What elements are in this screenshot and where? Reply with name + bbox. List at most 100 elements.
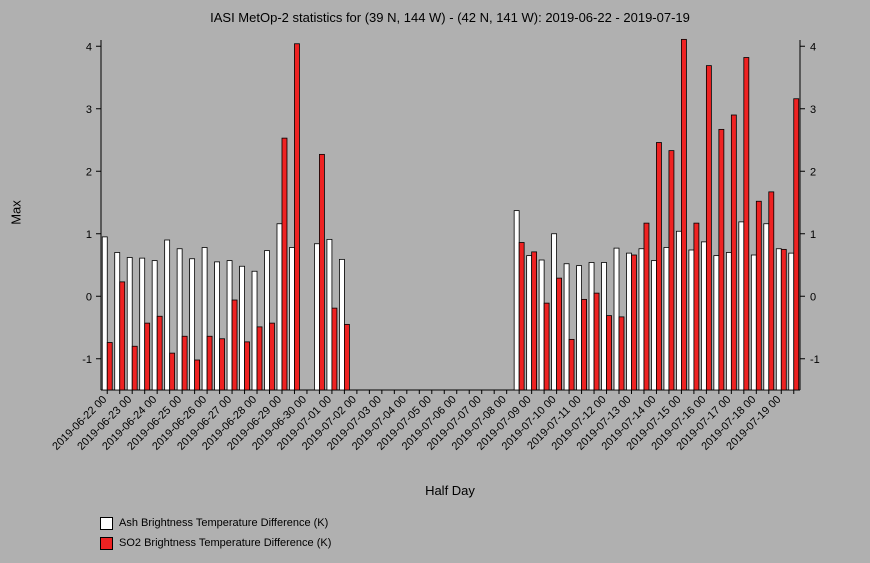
ash-bar xyxy=(713,255,720,391)
chart-title: IASI MetOp-2 statistics for (39 N, 144 W… xyxy=(210,10,690,25)
so2-bar xyxy=(618,316,625,391)
y-tick-label-right: 2 xyxy=(810,166,816,178)
ash-bar xyxy=(214,261,220,391)
ash-bar xyxy=(788,252,795,391)
y-tick-label-left: 0 xyxy=(86,291,92,303)
ash-bar xyxy=(676,230,682,391)
legend-item-ash: Ash Brightness Temperature Difference (K… xyxy=(100,513,331,533)
ash-bar xyxy=(189,258,196,391)
ash-bar xyxy=(526,255,533,391)
ash-bar xyxy=(101,236,108,391)
so2-bar xyxy=(606,315,612,391)
ash-bar xyxy=(513,210,520,391)
ash-bar xyxy=(576,265,582,391)
y-tick-label-right: 0 xyxy=(810,291,816,303)
y-tick-label-right: -1 xyxy=(810,354,820,366)
ash-bar xyxy=(775,248,782,391)
y-tick-label-right: 3 xyxy=(810,104,816,116)
so2-bar xyxy=(119,281,126,391)
ash-bar xyxy=(725,252,732,391)
ash-bar xyxy=(551,233,557,391)
so2-bar xyxy=(131,345,138,391)
ash-bar xyxy=(139,257,146,391)
legend: Ash Brightness Temperature Difference (K… xyxy=(100,513,331,553)
so2-bar xyxy=(244,341,250,391)
so2-bar xyxy=(593,292,600,391)
y-tick-label-left: 4 xyxy=(86,41,92,53)
ash-bar xyxy=(264,250,270,391)
so2-bar xyxy=(743,57,750,391)
so2-bar xyxy=(793,98,800,391)
ash-bar xyxy=(251,270,258,391)
ash-bar xyxy=(588,262,595,391)
legend-swatch-so2 xyxy=(100,536,113,550)
so2-bar xyxy=(718,128,725,391)
ash-bar xyxy=(626,252,632,391)
so2-bar xyxy=(705,65,712,391)
so2-bar xyxy=(668,150,675,391)
so2-bar xyxy=(693,222,700,391)
ash-bar xyxy=(326,238,333,391)
so2-bar xyxy=(581,298,587,391)
so2-bar xyxy=(106,342,113,391)
ash-bar xyxy=(763,223,770,391)
y-tick-label-left: 3 xyxy=(86,104,92,116)
so2-bar xyxy=(780,248,787,391)
ash-bar xyxy=(339,258,345,391)
ash-bar xyxy=(563,263,570,391)
so2-bar xyxy=(294,43,300,391)
so2-bar xyxy=(194,359,201,391)
ash-bar xyxy=(114,252,121,391)
ash-bar xyxy=(226,260,233,391)
so2-bar xyxy=(144,322,151,391)
legend-label-ash: Ash Brightness Temperature Difference (K… xyxy=(119,517,329,529)
ash-bar xyxy=(663,247,670,391)
so2-bar xyxy=(518,242,525,391)
ash-bar xyxy=(289,247,295,391)
so2-bar xyxy=(319,153,325,391)
so2-bar xyxy=(231,299,238,391)
so2-bar xyxy=(269,322,275,391)
so2-bar xyxy=(344,323,350,391)
y-tick-label-left: -1 xyxy=(82,354,92,366)
ash-bar xyxy=(276,223,283,391)
ash-bar xyxy=(164,239,171,391)
so2-bar xyxy=(206,335,213,391)
so2-bar xyxy=(656,142,662,391)
so2-bar xyxy=(556,277,562,391)
so2-bar xyxy=(281,137,288,391)
so2-bar xyxy=(219,338,225,391)
so2-bar xyxy=(181,335,188,391)
so2-bar xyxy=(156,315,163,391)
so2-bar xyxy=(755,200,762,391)
so2-bar xyxy=(643,222,650,391)
so2-bar xyxy=(256,326,263,391)
ash-bar xyxy=(651,260,657,391)
ash-bar xyxy=(538,259,545,391)
y-tick-label-left: 1 xyxy=(86,229,92,241)
so2-bar xyxy=(331,307,338,391)
ash-bar xyxy=(314,243,320,391)
so2-bar xyxy=(568,338,575,391)
ash-bar xyxy=(176,248,183,391)
ash-bar xyxy=(601,262,607,391)
so2-bar xyxy=(531,251,538,391)
legend-item-so2: SO2 Brightness Temperature Difference (K… xyxy=(100,533,331,553)
ash-bar xyxy=(613,247,620,391)
ash-bar xyxy=(688,249,695,391)
y-tick-label-right: 1 xyxy=(810,229,816,241)
legend-label-so2: SO2 Brightness Temperature Difference (K… xyxy=(119,537,332,549)
legend-swatch-ash xyxy=(100,516,113,530)
so2-bar xyxy=(631,254,637,391)
so2-bar xyxy=(543,302,550,391)
ash-bar xyxy=(750,254,757,391)
ash-bar xyxy=(151,260,158,391)
ash-bar xyxy=(700,241,707,391)
so2-bar xyxy=(730,114,737,391)
ash-bar xyxy=(126,257,133,391)
ash-bar xyxy=(201,247,208,391)
y-tick-label-right: 4 xyxy=(810,41,816,53)
so2-bar xyxy=(768,191,775,391)
ash-bar xyxy=(738,221,745,391)
